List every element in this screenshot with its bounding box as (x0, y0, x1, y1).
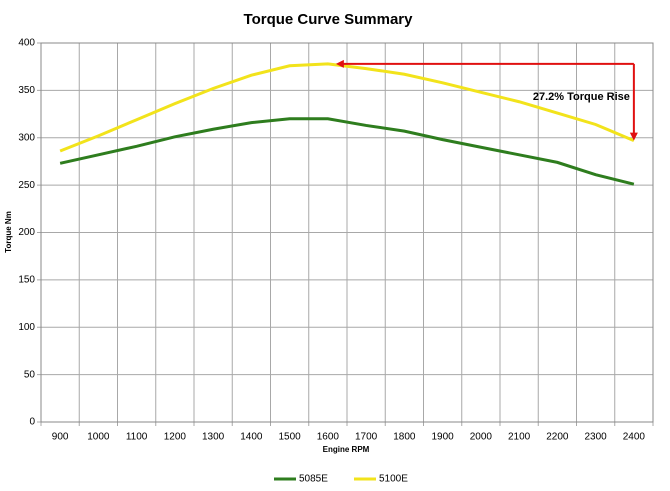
annotation-arrows (335, 59, 638, 141)
x-tick-label: 1500 (279, 432, 302, 443)
y-tick-label: 200 (18, 227, 35, 238)
x-tick-label: 1300 (202, 432, 225, 443)
y-tick-label: 150 (18, 275, 35, 286)
x-tick-label: 2100 (508, 432, 531, 443)
y-tick-label: 250 (18, 180, 35, 191)
x-tick-label: 1000 (87, 432, 110, 443)
annotation: 27.2% Torque Rise (533, 91, 630, 103)
x-tick-label: 900 (52, 432, 69, 443)
x-tick-label: 1800 (393, 432, 416, 443)
plot-border (40, 42, 654, 423)
y-axis-label: Torque Nm (4, 211, 13, 253)
y-tick-label: 400 (18, 38, 35, 49)
y-tick-label: 300 (18, 132, 35, 143)
y-tick-label: 0 (29, 417, 35, 428)
x-tick-label: 1200 (164, 432, 187, 443)
legend-label: 5100E (379, 474, 408, 485)
x-tick-label: 1900 (432, 432, 455, 443)
y-tick-label: 350 (18, 85, 35, 96)
x-tick-label: 2200 (546, 432, 569, 443)
chart-title: Torque Curve Summary (244, 11, 414, 28)
legend-label: 5085E (299, 474, 328, 485)
series-line (59, 117, 635, 186)
arrow-part (629, 132, 638, 141)
x-tick-label: 2300 (585, 432, 608, 443)
x-tick-label: 2000 (470, 432, 493, 443)
x-tick-label: 1700 (355, 432, 378, 443)
y-tick-label: 100 (18, 322, 35, 333)
x-tick-label: 1400 (240, 432, 263, 443)
series-line (59, 62, 635, 153)
x-tick-label: 2400 (623, 432, 646, 443)
x-tick-label: 1100 (126, 432, 148, 443)
y-tick-label: 50 (24, 369, 36, 380)
x-axis-label: Engine RPM (323, 445, 370, 454)
x-tick-label: 1600 (317, 432, 340, 443)
arrow-part (335, 59, 344, 68)
